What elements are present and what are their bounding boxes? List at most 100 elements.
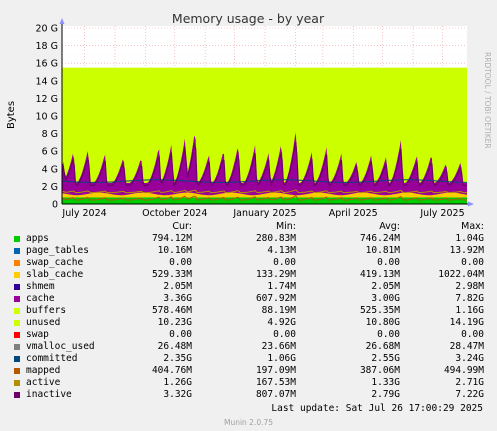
y-tick-label: 12 G — [36, 94, 58, 105]
legend-swatch — [14, 260, 20, 266]
legend-avg: 10.81M — [365, 245, 400, 256]
line-active — [61, 189, 467, 194]
legend-max: 1.04G — [455, 233, 484, 244]
legend-max: 3.24G — [455, 353, 484, 364]
legend-cur: 1.26G — [163, 377, 192, 388]
legend-max: 28.47M — [449, 341, 484, 352]
legend-swatch — [14, 320, 20, 326]
legend-avg: 387.06M — [359, 365, 400, 376]
y-tick-label: 20 G — [36, 24, 58, 35]
y-tick-label: 0 — [52, 200, 58, 211]
y-tick-label: 6 G — [42, 147, 58, 158]
legend-cur: 3.36G — [163, 293, 192, 304]
legend-row-vmalloc-used: vmalloc_used 26.48M 23.66M 26.68M 28.47M — [0, 341, 497, 353]
area-buffers — [62, 129, 467, 183]
rrdtool-side-label: RRDTOOL / TOBI OETIKER — [483, 52, 492, 149]
legend-avg: 3.00G — [371, 293, 400, 304]
legend-row-active: active 1.26G 167.53M 1.33G 2.71G — [0, 377, 497, 389]
legend-cur: 794.12M — [151, 233, 192, 244]
x-tick-labels: July 2024 October 2024 January 2025 April 2… — [61, 208, 464, 219]
chart-title: Memory usage - by year — [172, 11, 325, 26]
legend-row-slab-cache: slab_cache 529.33M 133.29M 419.13M 1022.04M — [0, 269, 497, 281]
legend-min: 807.07M — [255, 389, 296, 400]
legend-min: 607.92M — [255, 293, 296, 304]
legend-cur: 10.16M — [157, 245, 192, 256]
legend-max: 13.92M — [449, 245, 484, 256]
legend-min: 4.13M — [267, 245, 296, 256]
legend-min: 1.06G — [267, 353, 296, 364]
data-areas — [61, 67, 467, 204]
y-axis-arrow-icon — [59, 18, 65, 24]
legend-name: page_tables — [26, 245, 89, 256]
legend-row-cache: cache 3.36G 607.92M 3.00G 7.82G — [0, 293, 497, 305]
legend-avg: 0.00 — [377, 329, 400, 340]
legend-cur: 26.48M — [157, 341, 192, 352]
legend-header: Cur: Min: Avg: Max: — [0, 221, 497, 233]
legend-swatch — [14, 308, 20, 314]
legend-header-min: Min: — [275, 221, 296, 232]
legend-avg: 525.35M — [359, 305, 400, 316]
y-axis-label: Bytes — [6, 101, 17, 129]
legend-swatch — [14, 296, 20, 302]
x-tick-label: January 2025 — [232, 208, 296, 219]
munin-version: Munin 2.0.75 — [223, 418, 274, 427]
legend-row-committed: committed 2.35G 1.06G 2.55G 3.24G — [0, 353, 497, 365]
legend-cur: 3.32G — [163, 389, 192, 400]
legend-cur: 0.00 — [169, 257, 192, 268]
legend-swatch — [14, 332, 20, 338]
legend-name: swap — [26, 329, 49, 340]
legend-avg: 10.80G — [365, 317, 400, 328]
legend-max: 0.00 — [461, 329, 484, 340]
y-tick-labels: 0 2 G 4 G 6 G 8 G 10 G 12 G 14 G 16 G 18 G 20 G — [36, 24, 58, 211]
legend-cur: 10.23G — [157, 317, 192, 328]
legend-cur: 2.35G — [163, 353, 192, 364]
legend-max: 1022.04M — [438, 269, 484, 280]
legend-min: 1.74M — [267, 281, 296, 292]
legend-avg: 746.24M — [359, 233, 400, 244]
legend-name: cache — [26, 293, 55, 304]
line-inactive — [61, 141, 467, 187]
legend-max: 2.98M — [455, 281, 484, 292]
last-update: Last update: Sat Jul 26 17:00:29 2025 — [271, 403, 483, 414]
legend-min: 167.53M — [255, 377, 296, 388]
area-slab-cache — [62, 192, 467, 198]
y-tick-label: 14 G — [36, 76, 58, 87]
legend-cur: 0.00 — [169, 329, 192, 340]
legend-row-mapped: mapped 404.76M 197.09M 387.06M 494.99M — [0, 365, 497, 377]
legend-avg: 2.79G — [371, 389, 400, 400]
legend-row-shmem: shmem 2.05M 1.74M 2.05M 2.98M — [0, 281, 497, 293]
legend-swatch — [14, 356, 20, 362]
x-tick-label: July 2024 — [61, 208, 106, 219]
legend-max: 1.16G — [455, 305, 484, 316]
legend-name: active — [26, 377, 61, 388]
legend-cur: 578.46M — [151, 305, 192, 316]
x-tick-label: April 2025 — [329, 208, 378, 219]
legend-avg: 419.13M — [359, 269, 400, 280]
legend-name: unused — [26, 317, 61, 328]
legend-avg: 0.00 — [377, 257, 400, 268]
legend-name: slab_cache — [26, 269, 84, 280]
legend-header-avg: Avg: — [379, 221, 400, 232]
line-committed — [61, 179, 467, 183]
y-tick-label: 2 G — [42, 182, 58, 193]
legend-row-swap: swap 0.00 0.00 0.00 0.00 — [0, 329, 497, 341]
legend-max: 494.99M — [443, 365, 484, 376]
y-tick-label: 10 G — [36, 112, 58, 123]
legend-swatch — [14, 392, 20, 398]
legend-name: apps — [26, 233, 49, 244]
legend-swatch — [14, 236, 20, 242]
legend-name: inactive — [26, 389, 72, 400]
legend-name: committed — [26, 353, 78, 364]
y-tick-label: 18 G — [36, 41, 58, 52]
legend-max: 0.00 — [461, 257, 484, 268]
legend-swatch — [14, 380, 20, 386]
legend-max: 2.71G — [455, 377, 484, 388]
y-tick-label: 4 G — [42, 164, 58, 175]
legend-avg: 26.68M — [365, 341, 400, 352]
legend-cur: 529.33M — [151, 269, 192, 280]
legend-max: 14.19G — [449, 317, 484, 328]
legend-name: buffers — [26, 305, 67, 316]
legend-min: 0.00 — [273, 257, 296, 268]
y-tick-label: 8 G — [42, 129, 58, 140]
